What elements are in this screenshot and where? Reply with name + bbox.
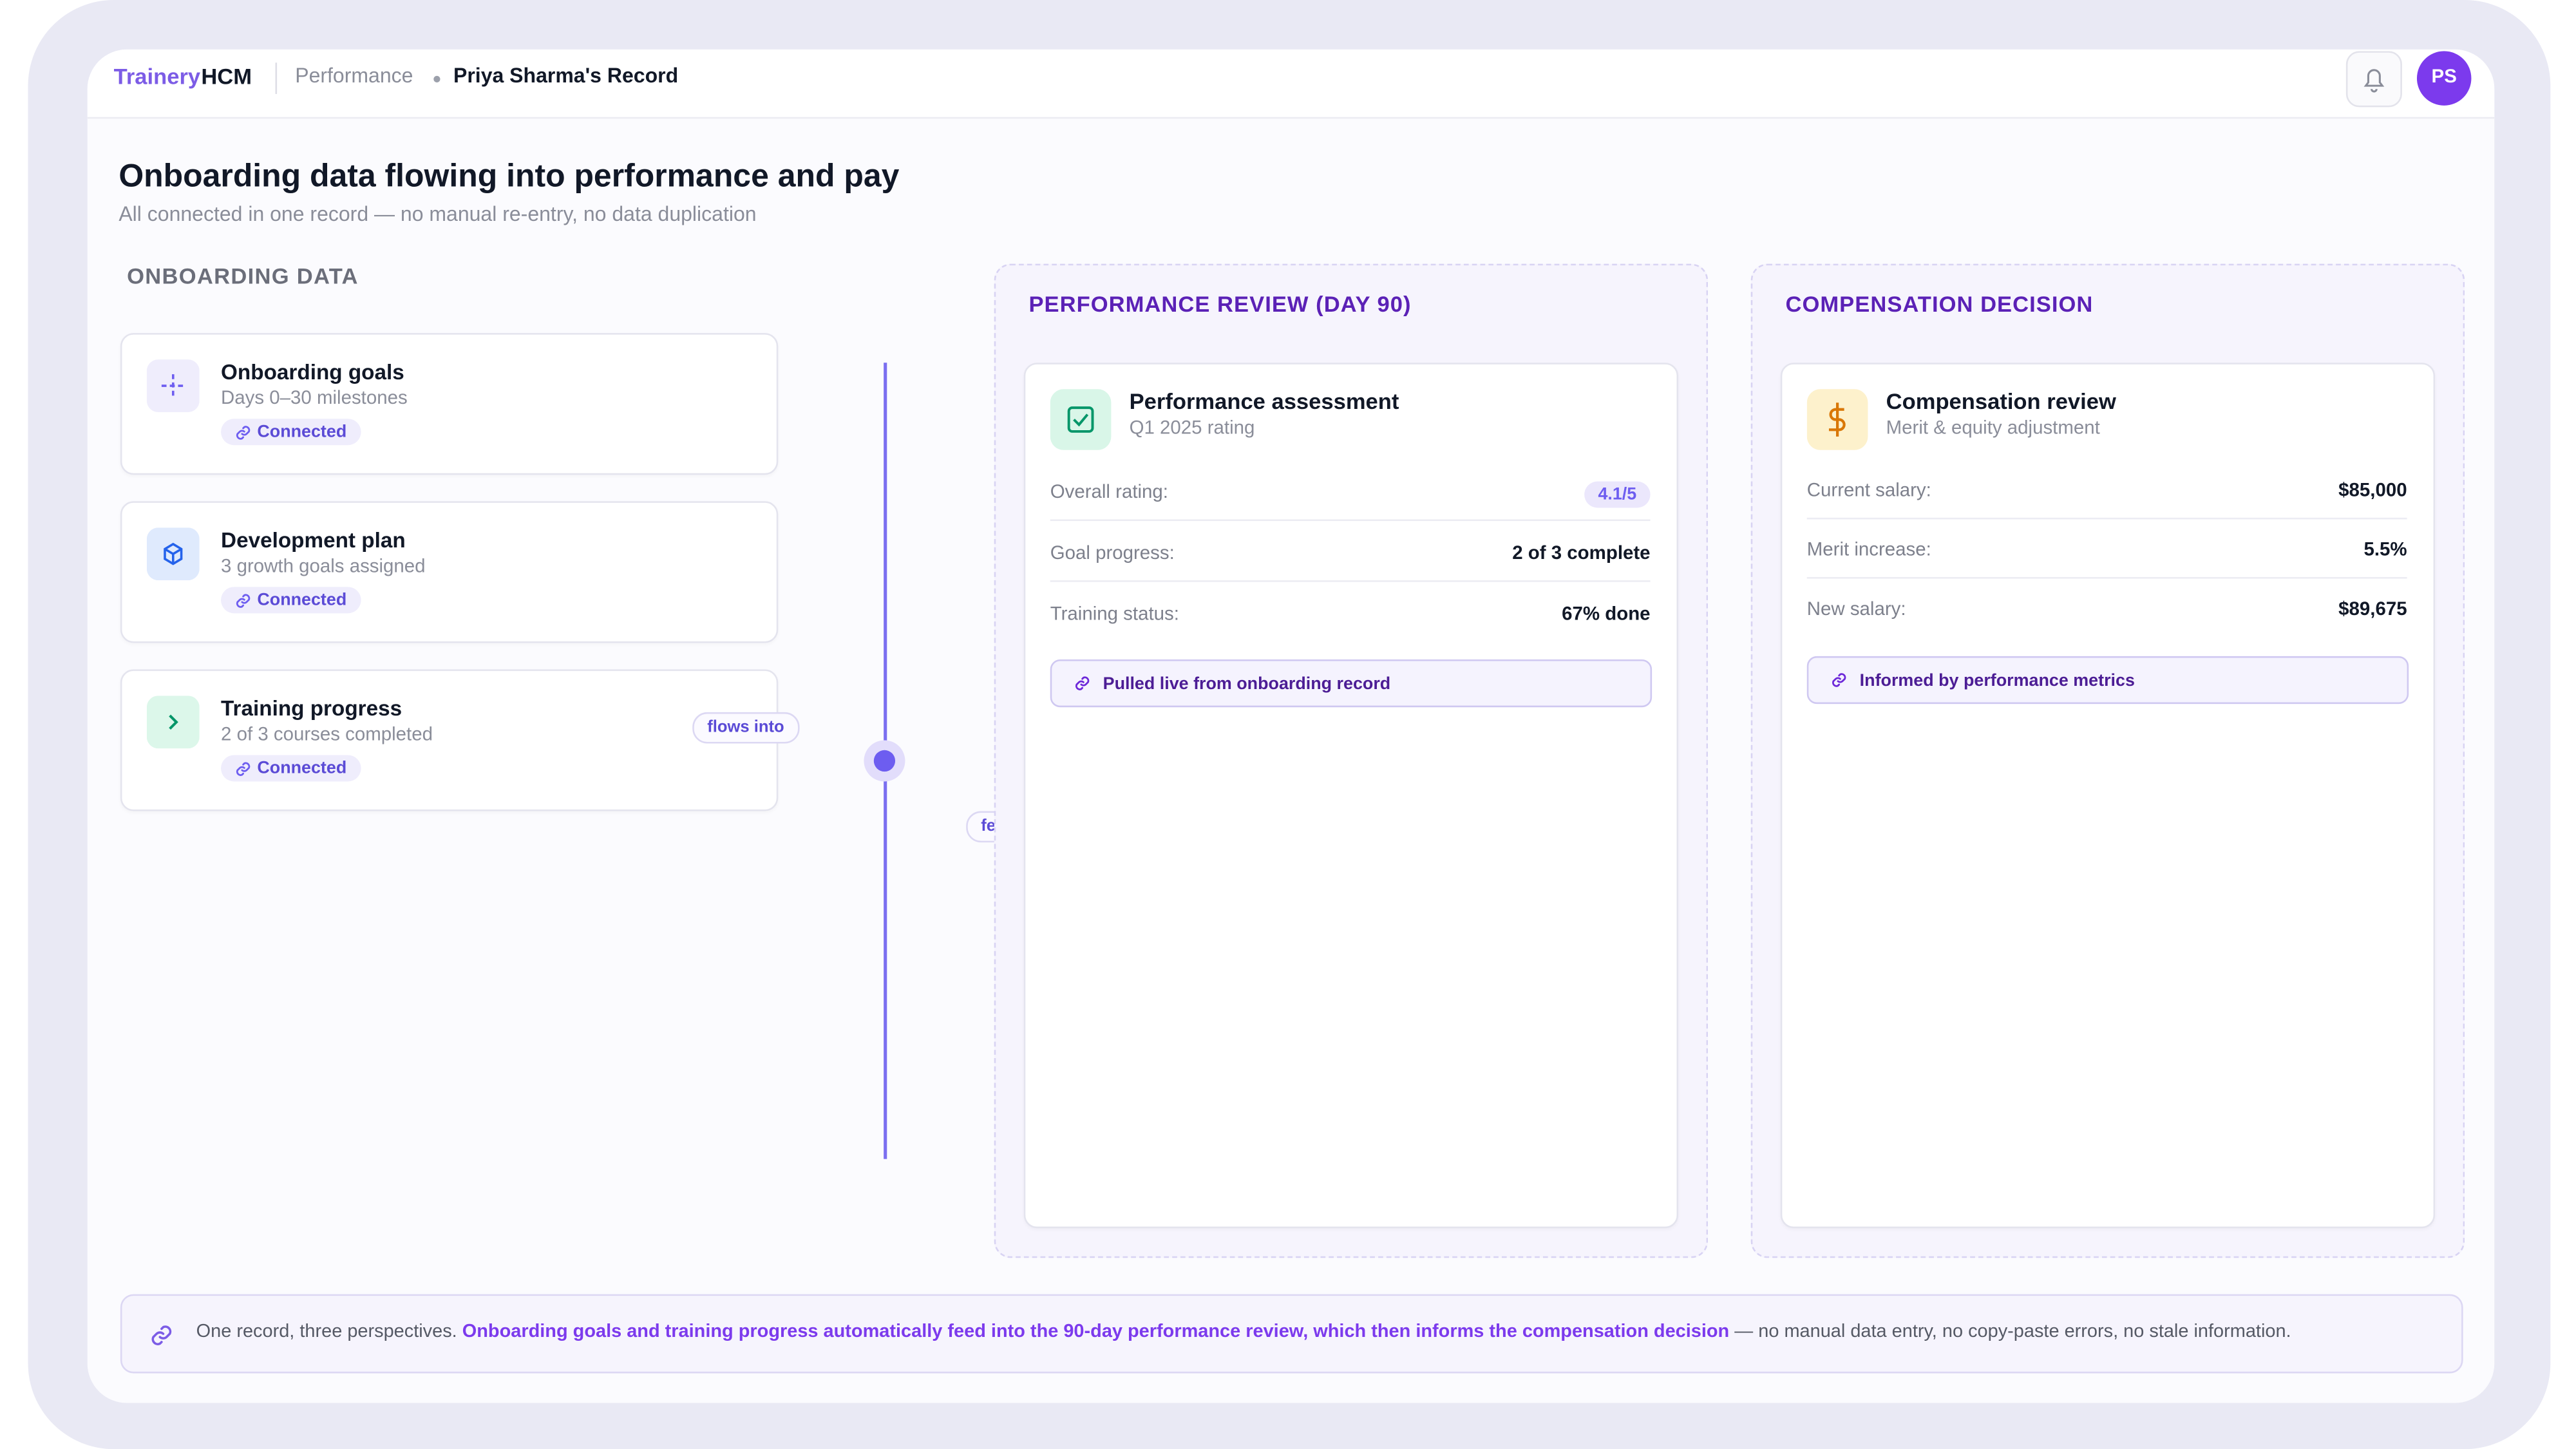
breadcrumb-link[interactable]: Performance bbox=[295, 64, 413, 88]
row-separator bbox=[1806, 577, 2407, 579]
card-icon bbox=[146, 359, 200, 412]
avatar[interactable]: PS bbox=[2416, 51, 2472, 106]
link-icon bbox=[236, 594, 251, 608]
footer-lead: One record, three perspectives. bbox=[196, 1322, 457, 1342]
onboarding-card[interactable]: Development plan 3 growth goals assigned… bbox=[120, 501, 779, 643]
divider bbox=[275, 62, 278, 94]
status-badge: Connected bbox=[221, 755, 362, 782]
row-label: Training status: bbox=[1050, 605, 1179, 625]
source-note: Pulled live from onboarding record bbox=[1050, 659, 1653, 708]
card-subtitle: Days 0–30 milestones bbox=[221, 389, 408, 409]
card-title: Development plan bbox=[221, 527, 406, 553]
brand-suffix: HCM bbox=[201, 64, 252, 90]
link-icon bbox=[151, 1325, 172, 1345]
compensation-card bbox=[1780, 363, 2436, 1229]
onboarding-card[interactable]: Onboarding goals Days 0–30 milestones Co… bbox=[120, 333, 779, 475]
page-subtitle: All connected in one record — no manual … bbox=[118, 202, 757, 226]
breadcrumb-dot bbox=[433, 75, 440, 82]
footer-note: One record, three perspectives. Onboardi… bbox=[120, 1294, 2463, 1374]
card-subtitle: 3 growth goals assigned bbox=[221, 557, 426, 577]
card-title: Onboarding goals bbox=[221, 359, 404, 384]
rating-pill: 4.1/5 bbox=[1584, 481, 1651, 508]
footer-highlight: Onboarding goals and training progress a… bbox=[462, 1322, 1730, 1342]
card-subtitle: Q1 2025 rating bbox=[1129, 419, 1255, 439]
row-value: $85,000 bbox=[2338, 481, 2407, 502]
row-value: $89,675 bbox=[2338, 600, 2407, 620]
brand[interactable]: Trainery bbox=[113, 64, 201, 90]
card-subtitle: 2 of 3 courses completed bbox=[221, 725, 433, 746]
row-value: 5.5% bbox=[2363, 540, 2407, 561]
card-icon bbox=[146, 527, 200, 581]
row-label: Overall rating: bbox=[1050, 483, 1168, 503]
row-separator bbox=[1050, 519, 1651, 521]
link-icon bbox=[236, 762, 251, 776]
row-value: 2 of 3 complete bbox=[1512, 544, 1651, 564]
bell-icon bbox=[2363, 69, 2385, 93]
row-label: Merit increase: bbox=[1806, 540, 1931, 561]
card-subtitle: Merit & equity adjustment bbox=[1886, 419, 2100, 439]
card-title: Performance assessment bbox=[1129, 389, 1399, 414]
link-icon bbox=[236, 426, 251, 440]
link-icon bbox=[1832, 673, 1846, 687]
card-icon bbox=[1050, 389, 1112, 450]
row-label: New salary: bbox=[1806, 600, 1906, 620]
flow-label: flows into bbox=[692, 712, 799, 744]
footer-rest: — no manual data entry, no copy-paste er… bbox=[1734, 1322, 2291, 1342]
row-label: Goal progress: bbox=[1050, 544, 1175, 564]
row-separator bbox=[1050, 580, 1651, 582]
breadcrumb-current: Priya Sharma's Record bbox=[453, 64, 679, 88]
card-icon bbox=[146, 696, 200, 749]
section-heading: ONBOARDING DATA bbox=[127, 263, 359, 289]
panel-heading: PERFORMANCE REVIEW (DAY 90) bbox=[1028, 292, 1412, 317]
notification-button[interactable] bbox=[2345, 51, 2402, 108]
card-title: Compensation review bbox=[1886, 389, 2116, 414]
link-icon bbox=[1075, 676, 1090, 690]
status-badge: Connected bbox=[221, 419, 362, 446]
source-note: Informed by performance metrics bbox=[1806, 656, 2409, 705]
flow-node bbox=[873, 750, 896, 772]
page-title: Onboarding data flowing into performance… bbox=[118, 158, 900, 195]
card-title: Training progress bbox=[221, 696, 402, 721]
performance-card bbox=[1023, 363, 1679, 1229]
row-value: 67% done bbox=[1562, 605, 1651, 625]
status-badge: Connected bbox=[221, 587, 362, 614]
row-label: Current salary: bbox=[1806, 481, 1931, 502]
onboarding-card[interactable]: Training progress 2 of 3 courses complet… bbox=[120, 669, 779, 811]
panel-heading: COMPENSATION DECISION bbox=[1785, 292, 2094, 317]
header-bar bbox=[87, 49, 2495, 119]
row-separator bbox=[1806, 517, 2407, 520]
card-icon bbox=[1806, 389, 1868, 450]
footer-text: One record, three perspectives. Onboardi… bbox=[196, 1322, 2291, 1342]
